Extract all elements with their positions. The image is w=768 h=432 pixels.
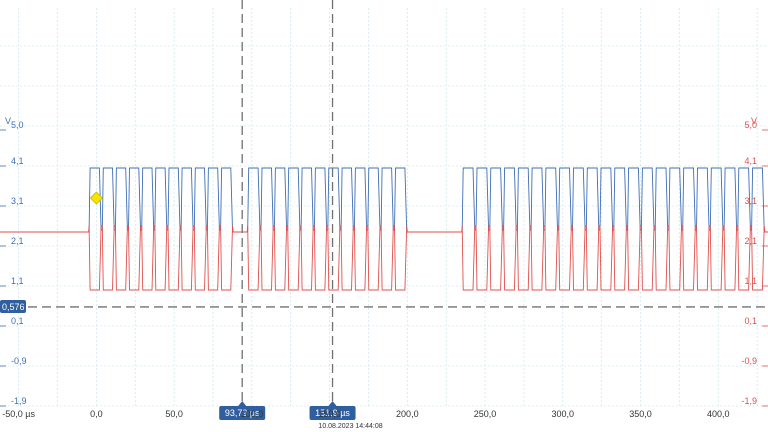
grid [0,8,768,407]
y-tick-label-right: 1,1 [744,276,757,286]
axis-labels: 5,0 5,0 4,1 4,1 3,1 3,1 2,1 2,1 1,1 1,1 0,1 0,1 -0,9… [0,116,768,430]
vertical-cursor-badge-2 [309,406,356,420]
x-tick-label: 100,0 [241,409,264,419]
horizontal-cursor-label: 0,576 [2,302,25,312]
x-tick-label: 50,0 [165,409,183,419]
cursors[interactable]: 0,576 93,79 µs 151,9 µs [0,0,768,420]
y-tick-label-right: 3,1 [744,196,757,206]
x-tick-label: 200,0 [396,409,419,419]
x-tick-label: 150,0 [318,409,341,419]
y-tick-label-right: 0,1 [744,316,757,326]
waveforms [0,167,768,291]
waveform-channel-2 [0,225,768,291]
y-tick-label-left: 1,1 [11,276,24,286]
y-tick-label-left: 3,1 [11,196,24,206]
trigger-marker [89,191,103,205]
y-tick-label-right: 4,1 [744,156,757,166]
y-tick-label-left: 2,1 [11,236,24,246]
x-tick-label: 400,0 [707,409,730,419]
y-tick-label-right: -1,9 [741,396,757,406]
x-tick-label: 350,0 [629,409,652,419]
timestamp: 10.08.2023 14:44:08 [318,423,382,430]
x-tick-label: -50,0 µs [2,409,35,419]
waveform-channel-1 [0,167,768,233]
vertical-cursor-label-2: 151,9 µs [315,408,350,418]
vertical-cursor-label-1: 93,79 µs [225,408,260,418]
y-tick-label-left: -0,9 [11,356,27,366]
y-unit-right: V [751,116,757,126]
y-unit-left: V [5,116,11,126]
y-tick-label-left: 0,1 [11,316,24,326]
y-tick-label-left: -1,9 [11,396,27,406]
y-tick-label-left: 4,1 [11,156,24,166]
vertical-cursor-pointer-1 [238,401,247,406]
y-tick-label-right: -0,9 [741,356,757,366]
vertical-cursor-pointer-2 [328,401,337,406]
y-tick-label-right: 2,1 [744,236,757,246]
y-tick-label-right: 5,0 [744,120,757,130]
horizontal-cursor-badge [0,299,26,313]
x-tick-label: 300,0 [552,409,575,419]
y-tick-label-left: 5,0 [11,120,24,130]
x-tick-label: 250,0 [474,409,497,419]
vertical-cursor-badge-1 [219,406,266,420]
x-tick-label: 0,0 [90,409,103,419]
